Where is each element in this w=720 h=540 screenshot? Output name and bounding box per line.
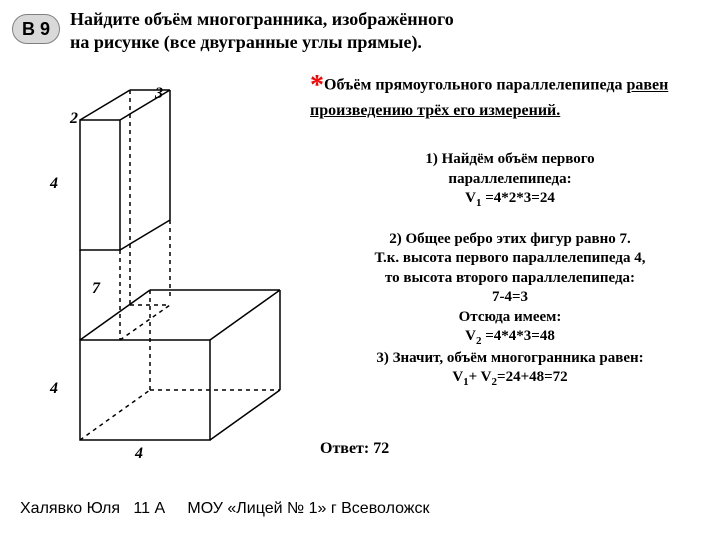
hint-text-2: произведению трёх его измерений. bbox=[310, 102, 560, 119]
sol-p2-l1: 2) Общее ребро этих фигур равно 7. bbox=[389, 231, 631, 247]
sol-p1-v: V bbox=[465, 190, 476, 206]
star-icon: * bbox=[310, 70, 324, 101]
sol-p1-l1: 1) Найдём объём первого bbox=[425, 151, 594, 167]
dim-3: 3 bbox=[155, 85, 163, 103]
dim-2: 2 bbox=[70, 110, 78, 128]
sol-p1: 1) Найдём объём первого параллелепипеда:… bbox=[320, 150, 700, 210]
hint-text-1b: равен bbox=[626, 77, 668, 94]
sol-p2: 2) Общее ребро этих фигур равно 7. Т.к. … bbox=[320, 230, 700, 349]
answer-text: Ответ: 72 bbox=[320, 440, 389, 458]
task-text: Найдите объём многогранника, изображённо… bbox=[70, 8, 454, 53]
sol-p3-plus: + V bbox=[469, 369, 492, 385]
polyhedron-diagram: 2 3 4 7 4 4 bbox=[20, 80, 300, 480]
sol-p1-l2: параллелепипеда: bbox=[448, 171, 571, 187]
dim-4-bottom: 4 bbox=[135, 445, 143, 463]
sol-p2-l2: Т.к. высота первого параллелепипеда 4, bbox=[375, 250, 646, 266]
hint-text-1a: Объём прямоугольного параллелепипеда bbox=[324, 77, 626, 94]
sol-p2-l5: Отсюда имеем: bbox=[459, 309, 562, 325]
sol-p3: 3) Значит, объём многогранника равен: V1… bbox=[320, 349, 700, 390]
dim-4-side: 4 bbox=[50, 380, 58, 398]
hint-block: *Объём прямоугольного параллелепипеда ра… bbox=[310, 70, 710, 120]
sol-p1-eq: =4*2*3=24 bbox=[481, 190, 554, 206]
sol-p3-l1: 3) Значит, объём многогранника равен: bbox=[376, 350, 643, 366]
footer: Халявко Юля 11 А МОУ «Лицей № 1» г Всево… bbox=[20, 500, 430, 518]
sol-p3-eq: =24+48=72 bbox=[497, 369, 568, 385]
sol-p2-l3: то высота второго параллелепипеда: bbox=[385, 270, 635, 286]
sol-p2-l4: 7-4=3 bbox=[492, 289, 528, 305]
footer-school: МОУ «Лицей № 1» г Всеволожск bbox=[187, 500, 429, 517]
sol-p2-v: V bbox=[465, 328, 476, 344]
task-line2: на рисунке (все двугранные углы прямые). bbox=[70, 32, 422, 52]
task-line1: Найдите объём многогранника, изображённо… bbox=[70, 9, 454, 29]
sol-p3-v1: V bbox=[452, 369, 463, 385]
problem-badge: В 9 bbox=[12, 14, 60, 44]
dim-4-top: 4 bbox=[50, 175, 58, 193]
solution-block: 1) Найдём объём первого параллелепипеда:… bbox=[320, 150, 700, 389]
footer-author: Халявко Юля bbox=[20, 500, 120, 517]
sol-p2-eq: =4*4*3=48 bbox=[481, 328, 554, 344]
dim-7: 7 bbox=[92, 280, 100, 298]
footer-class: 11 А bbox=[133, 500, 165, 517]
